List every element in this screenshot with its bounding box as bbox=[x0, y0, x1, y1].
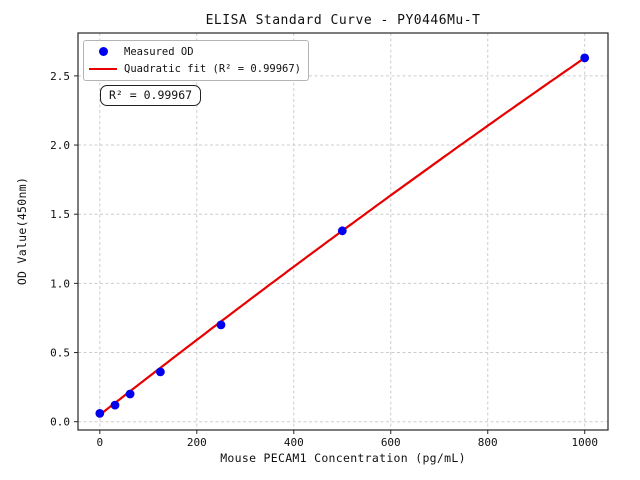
quadratic-fit-line bbox=[99, 56, 586, 416]
x-axis-label: Mouse PECAM1 Concentration (pg/mL) bbox=[220, 451, 466, 465]
data-point bbox=[125, 389, 135, 399]
legend-entry-quadratic-fit: Quadratic fit (R² = 0.99967) bbox=[88, 61, 301, 76]
plot-frame bbox=[77, 32, 609, 431]
legend-handle bbox=[88, 67, 118, 70]
legend-label-measured-od: Measured OD bbox=[124, 45, 194, 58]
r-squared-annotation: R² = 0.99967 bbox=[100, 85, 202, 106]
chart-title: ELISA Standard Curve - PY0446Mu-T bbox=[205, 13, 481, 28]
y-tick-label: 1.0 bbox=[50, 277, 70, 290]
y-tick-label: 2.0 bbox=[50, 139, 70, 152]
x-tick-label: 1000 bbox=[571, 436, 598, 449]
y-tick-label: 2.5 bbox=[50, 70, 70, 83]
quadratic-fit-line-icon bbox=[89, 67, 117, 70]
data-point bbox=[156, 367, 165, 377]
data-point bbox=[580, 53, 590, 63]
y-tick-label: 0.0 bbox=[50, 416, 70, 429]
legend-entry-measured-od: Measured OD bbox=[88, 44, 301, 59]
data-point bbox=[95, 409, 105, 418]
data-point bbox=[216, 320, 226, 330]
x-tick-label: 200 bbox=[187, 436, 207, 449]
x-tick-label: 600 bbox=[381, 436, 401, 449]
legend: Measured OD Quadratic fit (R² = 0.99967) bbox=[83, 40, 310, 81]
y-axis-label: OD Value(450nm) bbox=[15, 176, 29, 286]
data-point bbox=[110, 400, 120, 410]
data-point bbox=[337, 226, 347, 236]
x-tick-label: 0 bbox=[97, 436, 104, 449]
y-tick-label: 0.5 bbox=[50, 347, 70, 360]
legend-handle bbox=[88, 47, 118, 56]
y-tick-label: 1.5 bbox=[50, 208, 70, 221]
legend-label-quadratic-fit: Quadratic fit (R² = 0.99967) bbox=[124, 62, 302, 75]
measured-od-dot-icon bbox=[98, 47, 108, 56]
x-tick-label: 800 bbox=[478, 436, 498, 449]
x-tick-label: 400 bbox=[284, 436, 304, 449]
